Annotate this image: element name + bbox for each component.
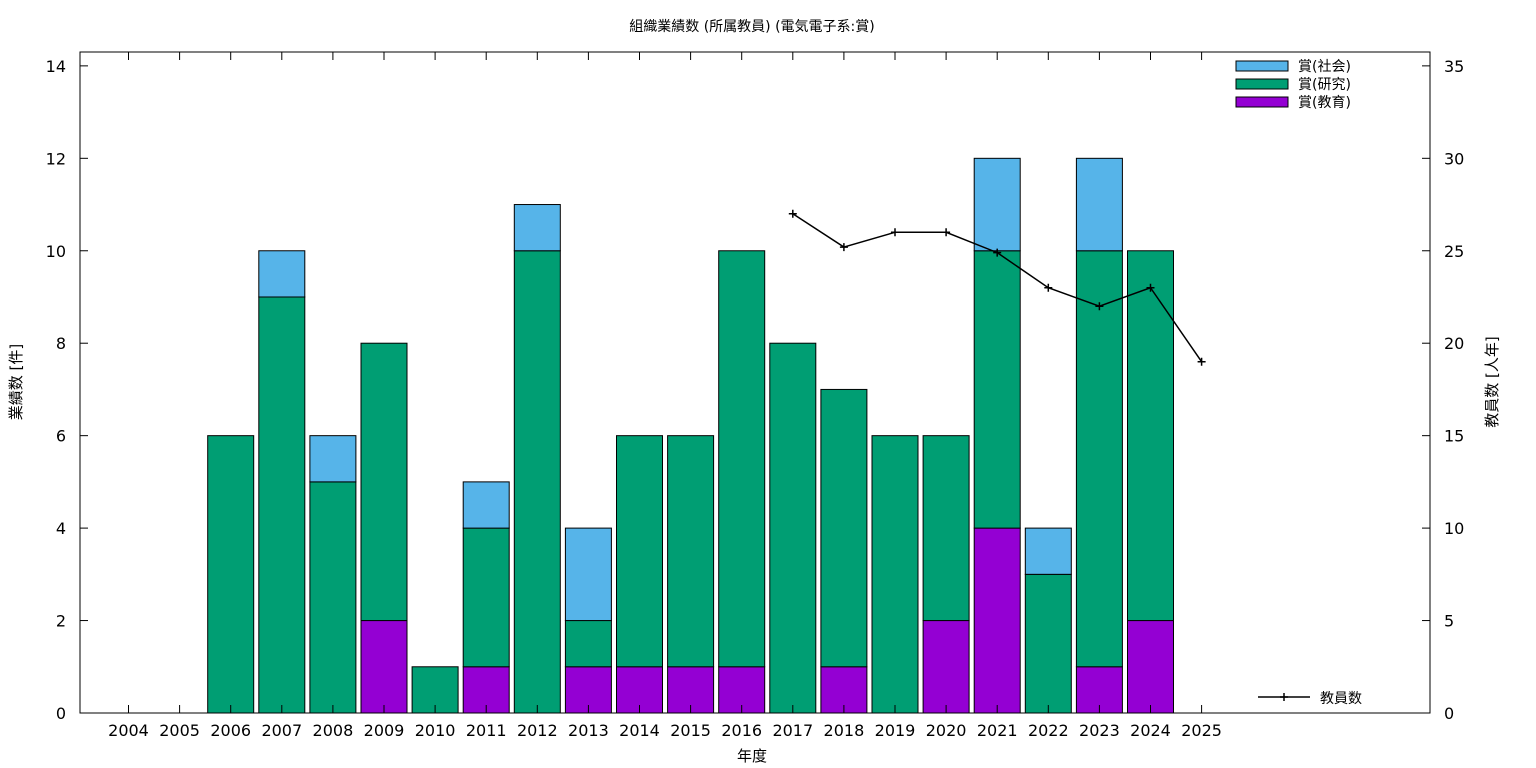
bar-segment-2009-s1: [360, 342, 408, 622]
bar-segment-2008-s2: [309, 435, 357, 483]
x-tick-label: 2011: [466, 721, 507, 740]
bar-segment-2012-s2: [513, 204, 561, 252]
faculty-line-group: [788, 209, 1206, 366]
faculty-point-2019: [891, 228, 899, 237]
bar-segment-2007-s1: [258, 296, 306, 714]
bar-segment-2007-s2: [258, 250, 306, 298]
x-tick-label: 2012: [517, 721, 558, 740]
x-tick-label: 2023: [1079, 721, 1120, 740]
y2-tick-label: 15: [1444, 427, 1464, 446]
x-tick-label: 2004: [108, 721, 149, 740]
x-axis-title: 年度: [737, 747, 767, 765]
x-tick-label: 2013: [568, 721, 609, 740]
bar-segment-2023-s2: [1075, 157, 1123, 252]
bar-segment-2013-s1: [564, 620, 612, 668]
x-tick-label: 2005: [159, 721, 200, 740]
bar-segment-2022-s1: [1024, 573, 1072, 714]
x-tick-label: 2017: [772, 721, 813, 740]
x-tick-label: 2009: [364, 721, 405, 740]
x-tick-label: 2007: [261, 721, 302, 740]
plot-frame: [79, 51, 1431, 714]
bar-segment-2016-s1: [718, 250, 766, 668]
faculty-point-2023: [1095, 302, 1104, 311]
bar-segment-2014-s1: [616, 435, 663, 668]
bar-segment-2020-s1: [922, 435, 970, 622]
x-tick-label: 2020: [926, 721, 967, 740]
y2-tick-label: 0: [1444, 704, 1454, 723]
bar-segment-2020-s0: [922, 620, 970, 714]
faculty-point-2022: [1044, 283, 1053, 292]
legend-swatch: [1235, 96, 1289, 108]
bar-segment-2021-s1: [973, 250, 1021, 529]
bar-segment-2021-s2: [973, 157, 1021, 252]
x-tick-label: 2024: [1130, 721, 1171, 740]
legend-label: 賞(研究): [1298, 77, 1351, 93]
bar-segment-2013-s2: [564, 527, 612, 622]
bar-segment-2022-s2: [1024, 527, 1072, 575]
legend-label: 賞(教育): [1298, 95, 1351, 111]
x-tick-label: 2014: [619, 721, 660, 740]
legend-line-marker: [1280, 693, 1288, 701]
bar-segment-2006-s1: [207, 435, 255, 714]
legend-label: 賞(社会): [1298, 59, 1351, 75]
faculty-point-2021: [993, 248, 1002, 257]
legend-swatch: [1235, 60, 1289, 72]
y-axis-title: 業績数 [件]: [7, 344, 25, 420]
y2-tick-label: 35: [1444, 57, 1464, 76]
bar-segment-2024-s0: [1127, 620, 1174, 714]
y-tick-label: 6: [56, 427, 66, 446]
legend-swatch: [1235, 78, 1289, 90]
bar-segment-2023-s1: [1075, 250, 1123, 668]
faculty-point-2020: [942, 228, 951, 237]
bar-segment-2012-s1: [513, 250, 561, 714]
bar-segment-2008-s1: [309, 481, 357, 714]
x-tick-label: 2019: [875, 721, 916, 740]
y-tick-label: 8: [56, 334, 66, 353]
y2-axis-title: 教員数 [人年]: [1483, 336, 1501, 427]
bar-group: [207, 157, 1174, 714]
bar-segment-2019-s1: [871, 435, 919, 714]
bar-segment-2017-s1: [769, 342, 817, 714]
bar-segment-2024-s1: [1127, 250, 1174, 622]
y-tick-label: 4: [56, 519, 66, 538]
bar-segment-2018-s1: [820, 388, 868, 668]
chart-title: 組織業績数 (所属教員) (電気電子系:賞): [629, 19, 874, 35]
y-tick-label: 12: [46, 149, 66, 168]
y2-tick-label: 5: [1444, 612, 1454, 631]
y2-tick-label: 25: [1444, 242, 1464, 261]
x-tick-label: 2008: [313, 721, 354, 740]
x-tick-label: 2016: [721, 721, 762, 740]
bar-segment-2011-s1: [462, 527, 510, 668]
x-tick-label: 2006: [210, 721, 251, 740]
y-tick-label: 10: [46, 242, 66, 261]
y2-tick-label: 30: [1444, 149, 1464, 168]
bar-segment-2009-s0: [360, 620, 408, 714]
x-tick-label: 2022: [1028, 721, 1069, 740]
faculty-point-2024: [1146, 283, 1155, 292]
y-tick-label: 0: [56, 704, 66, 723]
x-tick-label: 2010: [415, 721, 456, 740]
x-tick-label: 2018: [824, 721, 865, 740]
y2-tick-label: 10: [1444, 519, 1464, 538]
y2-tick-label: 20: [1444, 334, 1464, 353]
y-tick-label: 14: [46, 57, 66, 76]
faculty-point-2025: [1197, 357, 1206, 366]
x-tick-label: 2015: [670, 721, 711, 740]
faculty-point-2017: [788, 209, 797, 218]
legend: 賞(社会) 賞(研究) 賞(教育) 教員数: [1235, 59, 1362, 707]
legend-label-line: 教員数: [1320, 691, 1362, 707]
bar-segment-2011-s2: [462, 481, 510, 529]
y-tick-label: 2: [56, 612, 66, 631]
bar-segment-2015-s1: [667, 435, 715, 668]
x-tick-label: 2021: [977, 721, 1018, 740]
x-tick-label: 2025: [1181, 721, 1222, 740]
bar-segment-2021-s0: [973, 527, 1021, 714]
faculty-point-2018: [839, 243, 848, 252]
